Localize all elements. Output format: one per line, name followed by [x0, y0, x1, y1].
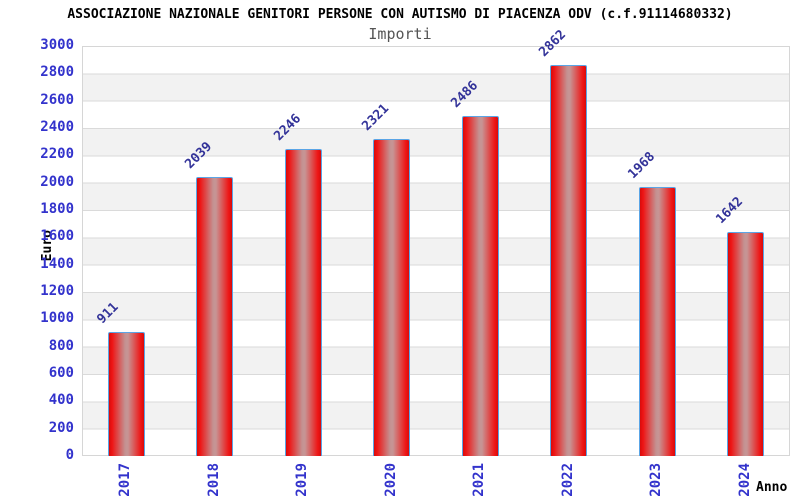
bar-2017 — [107, 331, 145, 456]
plot-area: 911 2039 2246 2321 2486 2862 1968 1642 — [82, 27, 790, 456]
y-tick-label: 2400 — [40, 119, 74, 135]
y-tick-label: 2200 — [40, 146, 74, 163]
x-tick-label: 2023 — [648, 463, 665, 497]
bar-value-label: 2246 — [271, 111, 304, 145]
y-tick-label: 400 — [48, 392, 74, 409]
bar-value-label: 1642 — [713, 193, 747, 227]
y-tick-label: 1800 — [40, 201, 74, 217]
x-tick-label: 2021 — [471, 463, 488, 497]
y-tick-label: 2600 — [40, 91, 74, 108]
bar-value-label: 2039 — [182, 139, 216, 173]
y-tick-label: 2800 — [40, 64, 74, 81]
x-tick-label: 2020 — [382, 463, 399, 497]
y-tick-label: 1600 — [40, 228, 74, 245]
bar-2021 — [461, 116, 499, 456]
bar-2022 — [550, 64, 588, 456]
y-tick-label: 1000 — [40, 310, 74, 327]
chart-title: ASSOCIAZIONE NAZIONALE GENITORI PERSONE … — [67, 7, 733, 22]
x-tick-label: 2019 — [294, 463, 311, 497]
chart-subtitle: Importi — [368, 25, 432, 43]
y-tick-label: 600 — [48, 365, 74, 381]
y-tick-label: 1400 — [40, 255, 74, 272]
bar-2020 — [373, 138, 411, 456]
bar-value-label: 2486 — [448, 78, 481, 112]
x-tick-label: 2017 — [117, 463, 134, 497]
x-tick-label: 2022 — [559, 463, 576, 497]
y-tick-label: 200 — [48, 419, 74, 436]
bar-2024 — [727, 231, 765, 456]
bar-2023 — [638, 187, 676, 456]
bar-value-label: 1968 — [625, 149, 658, 183]
y-tick-label: 800 — [48, 337, 74, 354]
y-tick-label: 1200 — [40, 283, 74, 299]
x-tick-label: 2024 — [736, 463, 753, 497]
bar-2019 — [284, 149, 322, 456]
y-tick-label: 0 — [65, 447, 74, 463]
x-tick-label: 2018 — [205, 463, 222, 497]
bar-value-label: 2321 — [359, 101, 393, 134]
bar-2018 — [196, 177, 234, 456]
x-axis-label: Anno — [756, 480, 788, 495]
y-tick-label: 3000 — [40, 37, 74, 53]
bar-value-label: 911 — [94, 299, 122, 327]
y-tick-label: 2000 — [40, 173, 74, 190]
